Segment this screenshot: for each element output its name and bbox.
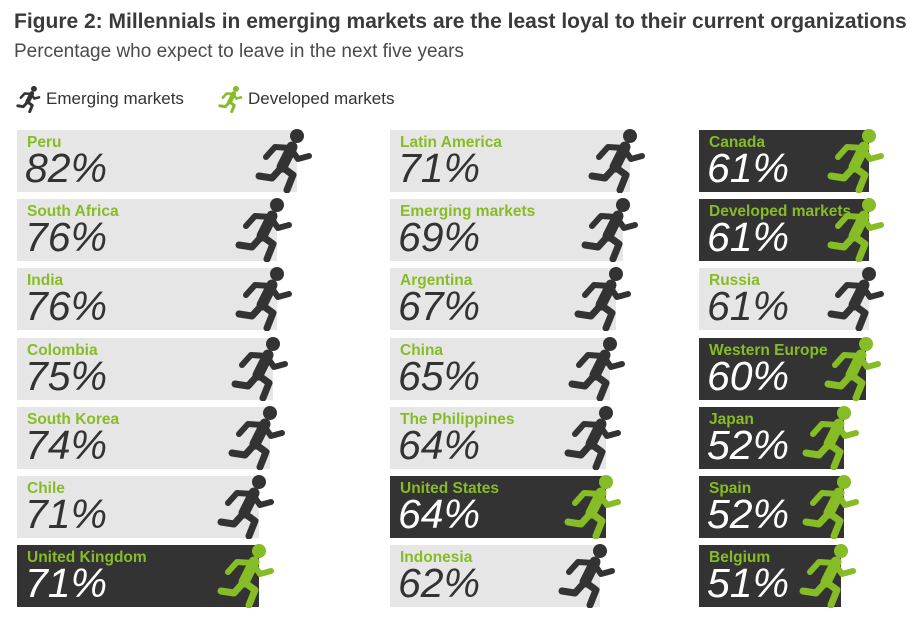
running-person-icon <box>218 85 243 113</box>
data-tile: Canada 61% <box>699 129 884 193</box>
tile-label: Indonesia <box>400 549 473 566</box>
legend-label-emerging: Emerging markets <box>46 89 184 108</box>
tile-label: United Kingdom <box>27 549 147 566</box>
running-person-icon <box>824 337 881 401</box>
data-tile: Colombia 75% <box>17 337 288 401</box>
data-tile: Emerging markets 69% <box>390 198 638 262</box>
tile-label: Chile <box>27 480 65 497</box>
tile-label: Canada <box>709 134 765 151</box>
chart-subtitle: Percentage who expect to leave in the ne… <box>14 41 464 62</box>
tile-value: 61% <box>707 283 790 329</box>
data-tile: Russia 61% <box>699 267 884 331</box>
data-tile: Indonesia 62% <box>390 544 615 608</box>
tile-label: Japan <box>709 411 754 428</box>
tile-value: 76% <box>25 283 108 329</box>
tile-label: Developed markets <box>709 203 852 220</box>
data-tile: Developed markets 61% <box>699 198 884 262</box>
running-person-icon <box>564 406 621 470</box>
running-person-icon <box>564 475 621 539</box>
running-person-icon <box>802 406 859 470</box>
data-tile: Chile 71% <box>17 475 274 539</box>
running-person-icon <box>255 129 312 193</box>
tile-value: 75% <box>25 353 108 399</box>
legend-developed: Developed markets <box>216 85 394 113</box>
running-person-icon <box>799 544 856 608</box>
tile-value: 71% <box>25 491 108 537</box>
tile-value: 52% <box>707 491 790 537</box>
running-person-icon <box>217 475 274 539</box>
tile-value: 69% <box>398 214 481 260</box>
tile-label: United States <box>400 480 500 497</box>
tile-label: China <box>400 342 444 359</box>
tile-value: 65% <box>398 353 481 399</box>
running-person-icon <box>217 544 274 608</box>
tile-label: Spain <box>709 480 752 497</box>
running-person-icon <box>235 198 292 262</box>
data-tile: Spain 52% <box>699 475 859 539</box>
tile-value: 61% <box>707 214 790 260</box>
tile-label: The Philippines <box>400 411 515 428</box>
tile-value: 52% <box>707 422 790 468</box>
running-person-icon <box>558 544 615 608</box>
running-person-icon <box>581 198 638 262</box>
tile-value: 71% <box>25 560 108 606</box>
tile-label: Argentina <box>400 272 473 289</box>
data-tile: Belgium 51% <box>699 544 856 608</box>
data-tile: The Philippines 64% <box>390 406 621 470</box>
data-tile: Argentina 67% <box>390 267 631 331</box>
tile-value: 71% <box>398 145 481 191</box>
running-person-icon <box>827 129 884 193</box>
data-tile: China 65% <box>390 337 625 401</box>
running-person-icon <box>574 267 631 331</box>
running-person-icon <box>827 198 884 262</box>
data-tile: South Korea 74% <box>17 406 285 470</box>
running-person-icon <box>16 85 41 113</box>
tile-value: 67% <box>398 283 481 329</box>
tile-label: Colombia <box>27 342 98 359</box>
tile-value: 51% <box>707 560 790 606</box>
running-person-icon <box>235 267 292 331</box>
tile-value: 61% <box>707 145 790 191</box>
tile-label: Emerging markets <box>400 203 536 220</box>
data-tile: Peru 82% <box>17 129 312 193</box>
tile-label: South Korea <box>27 411 120 428</box>
tile-label: Western Europe <box>709 342 828 359</box>
tile-label: South Africa <box>27 203 119 220</box>
data-tile: South Africa 76% <box>17 198 292 262</box>
tile-value: 74% <box>25 422 108 468</box>
tile-label: India <box>27 272 64 289</box>
running-person-icon <box>827 267 884 331</box>
tile-value: 76% <box>25 214 108 260</box>
data-tile: Latin America 71% <box>390 129 645 193</box>
tile-value: 60% <box>707 353 790 399</box>
data-tile: Japan 52% <box>699 406 859 470</box>
data-tile: India 76% <box>17 267 292 331</box>
running-person-icon <box>802 475 859 539</box>
running-person-icon <box>588 129 645 193</box>
running-person-icon <box>568 337 625 401</box>
data-tile: United Kingdom 71% <box>17 544 274 608</box>
chart-title: Figure 2: Millennials in emerging market… <box>14 10 907 33</box>
tile-value: 64% <box>398 422 481 468</box>
tile-label: Russia <box>709 272 760 289</box>
tile-label: Latin America <box>400 134 502 151</box>
running-person-icon <box>228 406 285 470</box>
legend-emerging: Emerging markets <box>14 85 184 113</box>
data-tile: United States 64% <box>390 475 621 539</box>
legend-label-developed: Developed markets <box>248 89 395 108</box>
tile-value: 62% <box>398 560 481 606</box>
tile-value: 82% <box>25 145 108 191</box>
running-person-icon <box>231 337 288 401</box>
tile-value: 64% <box>398 491 481 537</box>
tile-label: Peru <box>27 134 62 151</box>
data-tile: Western Europe 60% <box>699 337 881 401</box>
tile-label: Belgium <box>709 549 771 566</box>
